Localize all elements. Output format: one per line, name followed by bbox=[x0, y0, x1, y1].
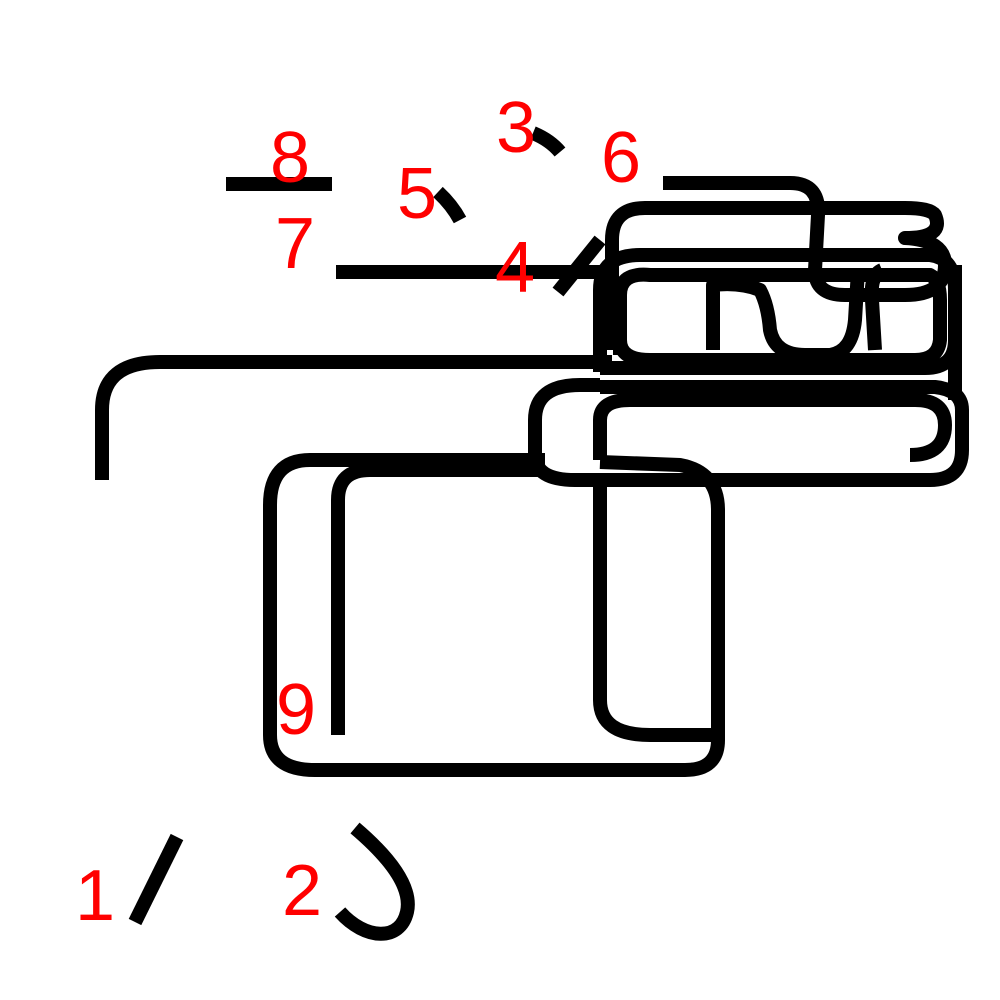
label-4: 4 bbox=[495, 228, 535, 308]
stroke-3 bbox=[530, 126, 566, 157]
loop-stroke-a bbox=[706, 269, 865, 362]
loop-stroke-b bbox=[864, 263, 886, 351]
label-9: 9 bbox=[276, 670, 316, 750]
left-hook-stroke bbox=[95, 355, 612, 480]
inner-box-bottom-stroke bbox=[613, 267, 947, 367]
label-6: 6 bbox=[601, 118, 641, 198]
number-labels: 1 2 3 4 5 6 7 8 9 bbox=[75, 88, 641, 936]
large-box-inner-stroke bbox=[593, 475, 718, 742]
large-box-stroke bbox=[263, 453, 725, 777]
strokes bbox=[95, 126, 969, 941]
label-3: 3 bbox=[496, 88, 536, 168]
stroke-6 bbox=[605, 176, 952, 350]
stroke-9 bbox=[331, 463, 545, 735]
label-7: 7 bbox=[275, 204, 315, 284]
middle-band-stroke bbox=[528, 378, 969, 487]
label-2: 2 bbox=[282, 851, 322, 931]
label-8: 8 bbox=[270, 118, 310, 198]
label-5: 5 bbox=[397, 154, 437, 234]
middle-band-inner-stroke bbox=[593, 393, 952, 462]
stroke-2 bbox=[334, 822, 415, 941]
stroke-5 bbox=[433, 186, 467, 224]
stroke-1 bbox=[128, 833, 184, 926]
inner-box-stroke bbox=[593, 248, 962, 375]
label-1: 1 bbox=[75, 856, 115, 936]
